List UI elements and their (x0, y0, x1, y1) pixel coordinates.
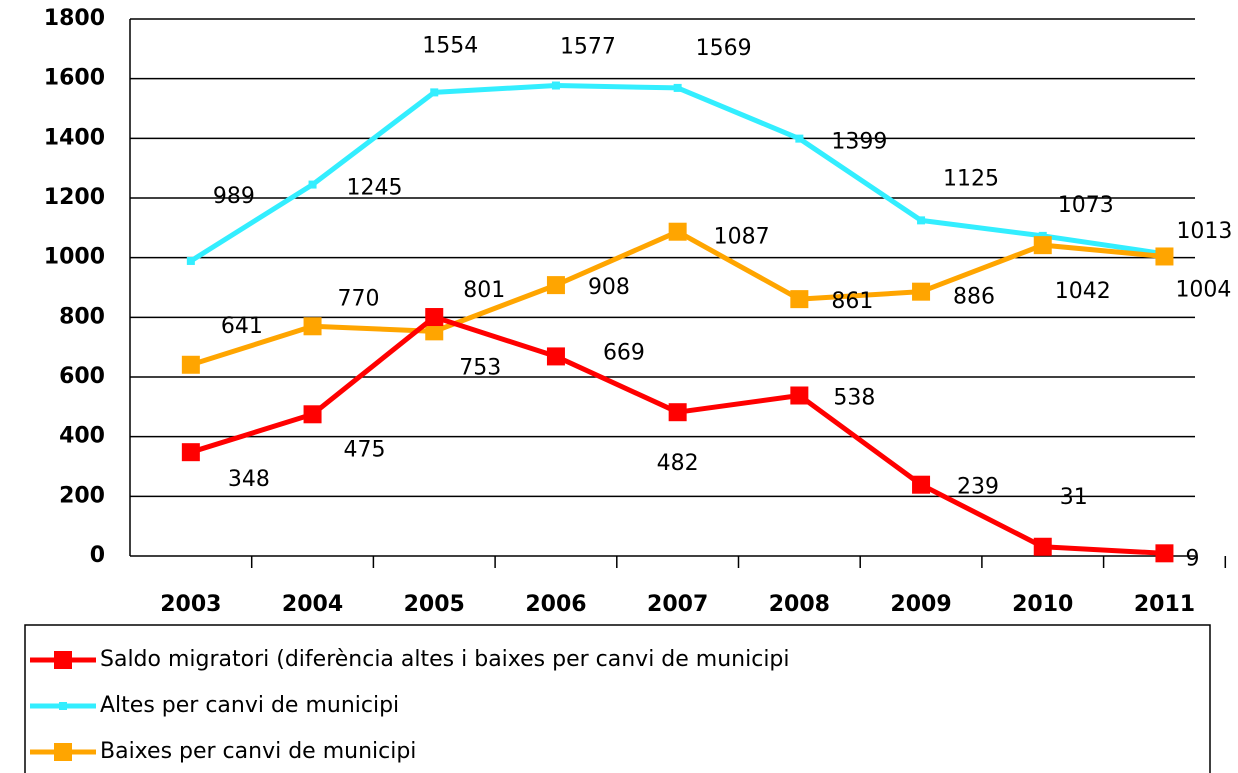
x-tick-label: 2010 (1012, 592, 1073, 617)
y-tick-label: 800 (59, 304, 105, 329)
marker (425, 308, 444, 327)
marker (546, 347, 565, 366)
marker (181, 355, 200, 374)
data-label: 1087 (714, 225, 770, 250)
marker (430, 88, 439, 97)
data-label: 753 (459, 355, 501, 380)
legend-marker (54, 651, 72, 669)
marker (790, 386, 809, 405)
data-label: 908 (588, 275, 630, 300)
data-label: 861 (831, 289, 873, 314)
marker (795, 134, 804, 143)
marker (1038, 231, 1047, 240)
y-tick-label: 200 (59, 483, 105, 508)
x-tick-label: 2004 (282, 592, 343, 617)
marker (551, 81, 560, 90)
y-tick-label: 1200 (44, 185, 105, 210)
y-tick-label: 1000 (44, 245, 105, 270)
x-tick-label: 2003 (160, 592, 221, 617)
y-tick-label: 0 (90, 543, 105, 568)
marker (668, 222, 687, 241)
data-label: 1554 (422, 33, 478, 58)
data-label: 482 (657, 451, 699, 476)
x-tick-label: 2009 (890, 592, 951, 617)
data-label: 770 (338, 286, 380, 311)
marker (1033, 537, 1052, 556)
marker (673, 83, 682, 92)
data-label: 239 (957, 475, 999, 500)
y-tick-label: 1600 (44, 66, 105, 91)
x-tick-label: 2005 (404, 592, 465, 617)
data-label: 989 (213, 184, 255, 209)
data-label: 641 (221, 314, 263, 339)
series-line (190, 314, 1165, 556)
marker (790, 290, 809, 309)
data-label: 1125 (943, 166, 999, 191)
legend-marker (54, 743, 72, 761)
marker (912, 475, 931, 494)
y-tick-label: 600 (59, 364, 105, 389)
data-label: 669 (603, 340, 645, 365)
data-label: 886 (953, 285, 995, 310)
marker (546, 276, 565, 295)
marker (1033, 236, 1052, 255)
marker (912, 282, 931, 301)
marker (303, 405, 322, 424)
y-tick-label: 400 (59, 424, 105, 449)
marker (425, 322, 444, 341)
y-tick-label: 1800 (44, 6, 105, 31)
legend-label: Altes per canvi de municipi (100, 693, 399, 718)
data-label: 475 (344, 437, 386, 462)
data-label: 538 (833, 385, 875, 410)
legend-label: Baixes per canvi de municipi (100, 739, 416, 764)
marker (668, 403, 687, 422)
data-label: 801 (463, 278, 505, 303)
x-tick-label: 2011 (1134, 592, 1195, 617)
x-tick-label: 2006 (525, 592, 586, 617)
data-label: 31 (1060, 485, 1088, 510)
x-tick-label: 2008 (769, 592, 830, 617)
data-label: 1013 (1176, 219, 1232, 244)
data-label: 1073 (1058, 193, 1114, 218)
marker (186, 256, 195, 265)
data-label: 1004 (1175, 277, 1231, 302)
data-label: 1399 (831, 130, 887, 155)
data-label: 1245 (347, 176, 403, 201)
data-label: 348 (228, 467, 270, 492)
x-tick-label: 2007 (647, 592, 708, 617)
legend-label: Saldo migratori (diferència altes i baix… (100, 647, 790, 672)
legend-marker (59, 702, 67, 710)
legend-box (24, 624, 1211, 773)
y-tick-label: 1400 (44, 125, 105, 150)
data-label: 1569 (696, 36, 752, 61)
marker (308, 180, 317, 189)
marker (303, 317, 322, 336)
marker (917, 216, 926, 225)
data-label: 1577 (560, 35, 616, 60)
marker (1155, 247, 1174, 266)
marker (1155, 544, 1174, 563)
marker (181, 443, 200, 462)
data-label: 9 (1185, 546, 1199, 571)
data-label: 1042 (1055, 279, 1111, 304)
